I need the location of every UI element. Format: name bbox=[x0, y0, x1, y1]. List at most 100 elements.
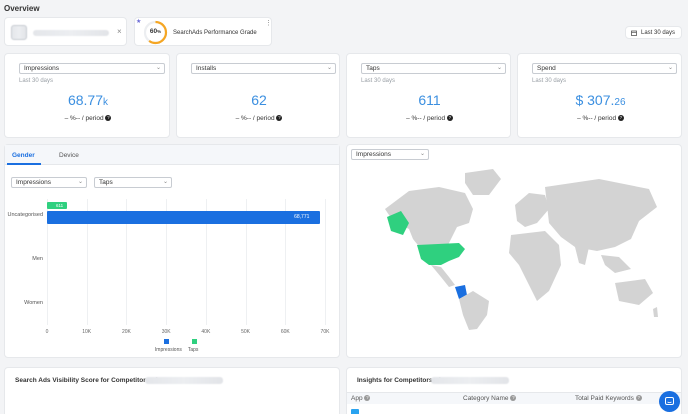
breakdown-metric-select-1[interactable]: Impressions ⌄ bbox=[11, 177, 87, 188]
gridline bbox=[126, 199, 128, 325]
x-tick-label: 40K bbox=[201, 329, 211, 335]
asia bbox=[545, 179, 657, 251]
bar-taps bbox=[47, 202, 67, 209]
chevron-down-icon: ⌄ bbox=[162, 179, 168, 185]
help-icon[interactable]: ? bbox=[276, 115, 283, 122]
more-menu-icon[interactable]: ⋮ bbox=[265, 20, 272, 27]
metric-period: – %-- / period ? bbox=[577, 115, 624, 122]
map-metric-select[interactable]: Impressions ⌄ bbox=[351, 149, 429, 160]
legend-swatch bbox=[164, 339, 169, 344]
app-icon bbox=[11, 25, 27, 40]
central-america bbox=[431, 265, 455, 287]
europe bbox=[515, 193, 549, 227]
visibility-score-title: Search Ads Visibility Score for Competit… bbox=[15, 377, 158, 384]
tab-device[interactable]: Device bbox=[59, 152, 79, 159]
colombia bbox=[455, 285, 467, 299]
x-tick-label: 10K bbox=[82, 329, 92, 335]
metric-card-taps: Taps ⌄ Last 30 days 611 – %-- / period ? bbox=[346, 53, 511, 138]
help-icon[interactable]: ? bbox=[446, 115, 453, 122]
gridline bbox=[325, 199, 326, 325]
grade-value: 60% bbox=[149, 28, 162, 35]
y-category-label: Women bbox=[24, 300, 43, 306]
help-icon[interactable]: ? bbox=[105, 115, 112, 122]
metric-select-spend[interactable]: Spend ⌄ bbox=[532, 63, 677, 74]
gridline bbox=[285, 199, 287, 325]
chat-button[interactable] bbox=[659, 391, 680, 412]
star-icon: ★ bbox=[136, 19, 142, 25]
date-range-button[interactable]: Last 30 days bbox=[625, 26, 682, 39]
africa bbox=[509, 231, 561, 301]
y-category-label: Uncategorised bbox=[7, 212, 43, 218]
grade-label: SearchAds Performance Grade bbox=[173, 30, 257, 36]
chat-icon bbox=[665, 397, 674, 405]
x-tick-label: 50K bbox=[241, 329, 251, 335]
x-tick-label: 0 bbox=[45, 329, 49, 335]
gender-bar-chart: 0 10K 20K 30K 40K 50K 60K 70K Uncategorised Men Wo… bbox=[5, 193, 339, 359]
metric-card-spend: Spend ⌄ Last 30 days $ 307.26 – %-- / per… bbox=[517, 53, 682, 138]
column-app: App ? bbox=[351, 395, 371, 402]
metric-card-impressions: Impressions ⌄ Last 30 days 68.77k – %-- /… bbox=[4, 53, 170, 138]
metric-value-installs: 62 bbox=[251, 92, 267, 108]
metric-value-impressions: 68.77k bbox=[67, 92, 109, 108]
metric-period: – %-- / period ? bbox=[406, 115, 453, 122]
gridline bbox=[245, 199, 247, 325]
chevron-down-icon: ⌄ bbox=[419, 151, 425, 157]
tab-gender-underline bbox=[7, 163, 41, 165]
legend-label: Impressions bbox=[154, 347, 182, 353]
metric-period: – %-- / period ? bbox=[64, 115, 112, 122]
x-tick-label: 30K bbox=[161, 329, 171, 335]
app-name bbox=[33, 30, 109, 36]
metric-period: – %-- / period ? bbox=[235, 115, 283, 122]
india bbox=[575, 247, 589, 265]
metric-sub: Last 30 days bbox=[19, 78, 54, 84]
bar-label-impressions: 68,771 bbox=[294, 214, 310, 220]
metric-value-taps: 611 bbox=[418, 92, 441, 108]
metric-sub: Last 30 days bbox=[361, 78, 396, 84]
tab-bar bbox=[5, 145, 339, 165]
x-tick-label: 20K bbox=[121, 329, 131, 335]
gridline bbox=[86, 199, 88, 325]
bar-label-taps: 611 bbox=[56, 203, 64, 208]
help-icon[interactable]: ? bbox=[635, 395, 642, 402]
close-icon[interactable]: × bbox=[117, 27, 122, 36]
help-icon[interactable]: ? bbox=[617, 115, 624, 122]
gridline bbox=[47, 199, 48, 325]
visibility-score-card: Search Ads Visibility Score for Competit… bbox=[4, 367, 340, 414]
legend-swatch bbox=[192, 339, 197, 344]
help-icon[interactable]: ? bbox=[364, 395, 371, 402]
greenland bbox=[465, 169, 501, 195]
chevron-down-icon: ⌄ bbox=[667, 65, 673, 71]
metric-select-taps[interactable]: Taps ⌄ bbox=[361, 63, 506, 74]
y-category-label: Men bbox=[32, 256, 43, 262]
chevron-down-icon: ⌄ bbox=[155, 65, 161, 71]
gridline bbox=[166, 199, 168, 325]
breakdown-card: Gender Device Impressions ⌄ Taps ⌄ 0 10K 20K… bbox=[4, 144, 340, 358]
column-category: Category Name ? bbox=[463, 395, 517, 402]
metric-select-installs[interactable]: Installs ⌄ bbox=[191, 63, 336, 74]
usa bbox=[417, 243, 465, 265]
competitor-app-name bbox=[145, 377, 223, 384]
calendar-icon bbox=[631, 30, 637, 36]
chevron-down-icon: ⌄ bbox=[77, 179, 83, 185]
breakdown-metric-select-2[interactable]: Taps ⌄ bbox=[94, 177, 172, 188]
metric-sub: Last 30 days bbox=[532, 78, 567, 84]
competitor-insights-card: Insights for Competitors of App ? Catego… bbox=[346, 367, 682, 414]
metric-select-impressions[interactable]: Impressions ⌄ bbox=[19, 63, 165, 74]
x-tick-label: 70K bbox=[320, 329, 330, 335]
chevron-down-icon: ⌄ bbox=[326, 65, 332, 71]
metric-value-spend: $ 307.26 bbox=[575, 92, 626, 108]
alaska bbox=[387, 211, 409, 235]
app-selector-chip[interactable]: × bbox=[4, 17, 127, 46]
tab-gender[interactable]: Gender bbox=[12, 152, 35, 159]
australia bbox=[615, 279, 653, 305]
new-zealand bbox=[653, 307, 658, 317]
southeast-asia bbox=[601, 255, 631, 273]
page-title: Overview bbox=[4, 4, 40, 13]
date-range-label: Last 30 days bbox=[641, 30, 676, 36]
help-icon[interactable]: ? bbox=[510, 395, 517, 402]
north-america bbox=[385, 187, 473, 265]
grade-gauge bbox=[143, 20, 168, 45]
competitor-app-name bbox=[431, 377, 509, 384]
x-tick-label: 60K bbox=[280, 329, 290, 335]
performance-grade-card: ★ 60% SearchAds Performance Grade ⋮ bbox=[134, 17, 272, 46]
